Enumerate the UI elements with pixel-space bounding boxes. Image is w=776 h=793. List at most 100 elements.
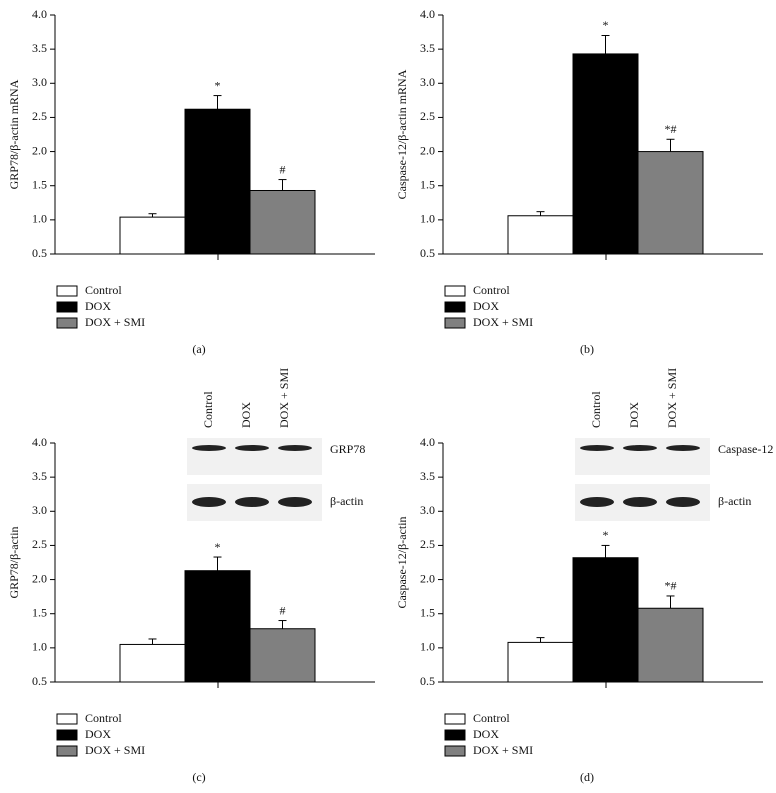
significance: * (603, 528, 609, 542)
legend-swatch (444, 317, 466, 329)
bar (249, 189, 316, 255)
y-axis-label: Caspase-12/β-actin mRNA (395, 69, 409, 199)
y-tick-label: 0.5 (420, 246, 435, 260)
significance: # (280, 162, 286, 176)
y-tick-label: 2.5 (32, 109, 47, 123)
y-tick-label: 4.0 (420, 7, 435, 21)
blot-band (666, 497, 700, 507)
y-tick-label: 2.0 (420, 571, 435, 585)
band-label: Caspase-12 (718, 442, 773, 456)
legend-swatch (444, 745, 466, 757)
blot-band (580, 445, 614, 451)
y-tick-label: 2.5 (32, 537, 47, 551)
bar (637, 151, 704, 255)
y-tick-label: 3.5 (32, 41, 47, 55)
lane-label: DOX + SMI (665, 368, 679, 428)
lane-label: DOX (239, 402, 253, 428)
y-tick-label: 0.5 (32, 674, 47, 688)
y-tick-label: 3.5 (32, 469, 47, 483)
panel-label: (c) (192, 770, 205, 784)
panel-label: (b) (580, 342, 594, 356)
bar (572, 557, 639, 683)
legend-label: DOX (473, 727, 499, 741)
y-tick-label: 3.5 (420, 41, 435, 55)
y-tick-label: 1.0 (420, 212, 435, 226)
legend-swatch (444, 713, 466, 725)
y-tick-label: 1.0 (420, 640, 435, 654)
significance: *# (665, 579, 677, 593)
y-tick-label: 1.0 (32, 212, 47, 226)
y-tick-label: 1.5 (32, 605, 47, 619)
lane-label: DOX + SMI (277, 368, 291, 428)
legend-label: Control (473, 283, 510, 297)
y-tick-label: 1.5 (32, 177, 47, 191)
y-tick-label: 0.5 (420, 674, 435, 688)
bar (119, 216, 186, 255)
significance: * (215, 78, 221, 92)
bar (119, 643, 186, 683)
blot-band (278, 497, 312, 507)
band-label: GRP78 (330, 442, 365, 456)
legend-swatch (56, 745, 78, 757)
y-tick-label: 3.0 (420, 503, 435, 517)
y-tick-label: 3.0 (420, 75, 435, 89)
bar (507, 641, 574, 683)
legend-swatch (444, 729, 466, 741)
bar (637, 607, 704, 683)
blot-band (192, 497, 226, 507)
lane-label: Control (201, 391, 215, 428)
legend-swatch (56, 285, 78, 297)
legend-label: DOX + SMI (473, 743, 533, 757)
panel-label: (d) (580, 770, 594, 784)
blot-band (235, 445, 269, 451)
legend-swatch (56, 317, 78, 329)
bar (249, 628, 316, 683)
legend-label: DOX (85, 299, 111, 313)
significance: * (603, 18, 609, 32)
blot-panel (187, 438, 322, 475)
band-label: β-actin (330, 494, 363, 508)
legend-swatch (444, 285, 466, 297)
y-axis-label: GRP78/β-actin (7, 526, 21, 598)
band-label: β-actin (718, 494, 751, 508)
legend-label: Control (85, 283, 122, 297)
legend-label: Control (473, 711, 510, 725)
y-tick-label: 2.5 (420, 109, 435, 123)
y-tick-label: 4.0 (420, 435, 435, 449)
y-tick-label: 3.5 (420, 469, 435, 483)
blot-band (666, 445, 700, 451)
y-tick-label: 1.5 (420, 605, 435, 619)
blot-band (623, 497, 657, 507)
legend-swatch (444, 301, 466, 313)
legend-label: DOX + SMI (473, 315, 533, 329)
y-tick-label: 2.5 (420, 537, 435, 551)
y-tick-label: 4.0 (32, 435, 47, 449)
y-axis-label: Caspase-12/β-actin (395, 516, 409, 608)
legend-swatch (56, 713, 78, 725)
significance: *# (665, 122, 677, 136)
lane-label: DOX (627, 402, 641, 428)
blot-band (235, 497, 269, 507)
y-tick-label: 3.0 (32, 503, 47, 517)
blot-band (623, 445, 657, 451)
y-tick-label: 2.0 (420, 143, 435, 157)
legend-swatch (56, 729, 78, 741)
y-tick-label: 2.0 (32, 571, 47, 585)
y-tick-label: 3.0 (32, 75, 47, 89)
y-tick-label: 1.5 (420, 177, 435, 191)
blot-band (278, 445, 312, 451)
bar (184, 570, 251, 683)
bar (184, 108, 251, 255)
y-tick-label: 2.0 (32, 143, 47, 157)
y-tick-label: 0.5 (32, 246, 47, 260)
blot-panel (575, 438, 710, 475)
y-tick-label: 1.0 (32, 640, 47, 654)
blot-band (192, 445, 226, 451)
y-tick-label: 4.0 (32, 7, 47, 21)
blot-band (580, 497, 614, 507)
significance: # (280, 603, 286, 617)
legend-label: DOX + SMI (85, 315, 145, 329)
legend-swatch (56, 301, 78, 313)
legend-label: DOX (85, 727, 111, 741)
